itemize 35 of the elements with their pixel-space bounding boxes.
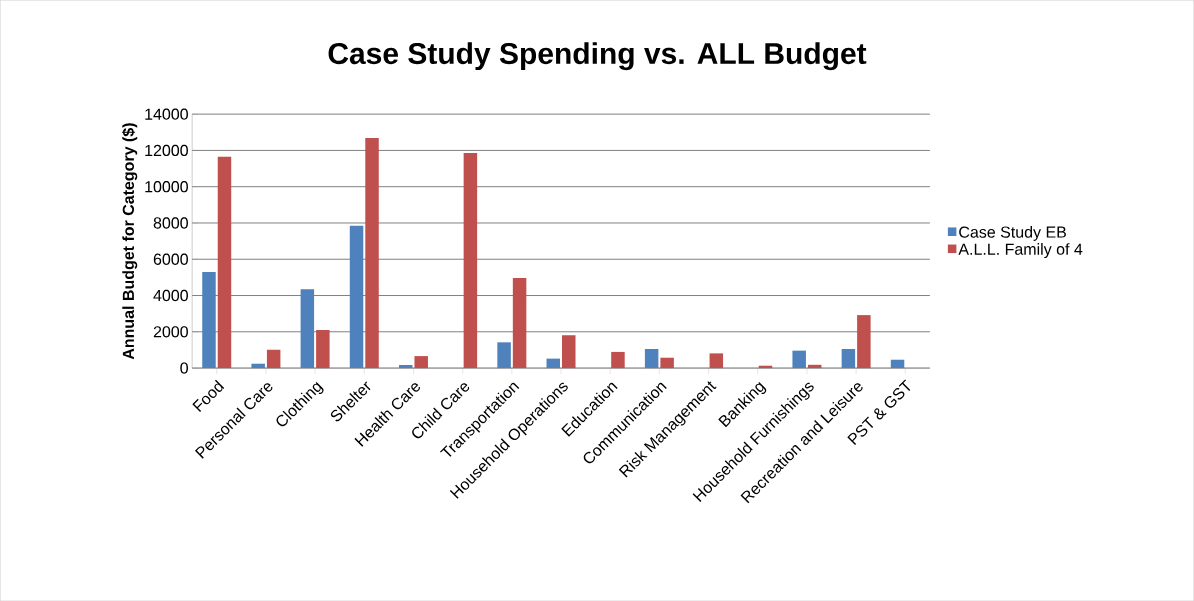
- bar: [644, 348, 659, 368]
- bar: [611, 351, 625, 368]
- bar: [202, 271, 216, 368]
- y-tick-label: 12000: [145, 144, 188, 156]
- bar: [300, 289, 315, 368]
- bar: [497, 342, 511, 368]
- bar: [463, 152, 478, 368]
- y-tick-label: 8000: [153, 217, 188, 229]
- bar: [316, 329, 330, 368]
- bar: [398, 364, 413, 368]
- bar: [349, 225, 364, 368]
- y-tick-label: 0: [180, 362, 188, 374]
- bar: [792, 350, 806, 368]
- bar: [890, 359, 905, 368]
- y-tick-label: 14000: [145, 108, 188, 120]
- bar: [414, 356, 428, 368]
- y-tick-label: 4000: [153, 289, 188, 302]
- bar: [365, 138, 379, 368]
- bar: [857, 315, 871, 368]
- y-tick-label: 6000: [153, 253, 188, 265]
- bar: [266, 349, 281, 368]
- bar: [251, 363, 265, 368]
- y-tick-label: 10000: [145, 180, 188, 193]
- bar: [562, 335, 576, 368]
- y-axis-title: Annual Budget for Category ($): [122, 123, 138, 360]
- legend-label: Case Study EB: [959, 225, 1066, 241]
- bar: [841, 348, 856, 368]
- bar: [660, 357, 674, 368]
- bar: [546, 358, 561, 368]
- bar: [217, 156, 232, 368]
- chart-title: Case Study Spending vs. ALL Budget: [328, 42, 867, 71]
- y-tick-label: 2000: [153, 326, 188, 338]
- bar: [512, 278, 527, 368]
- legend-label: A.L.L. Family of 4: [958, 243, 1083, 258]
- bar: [709, 353, 724, 368]
